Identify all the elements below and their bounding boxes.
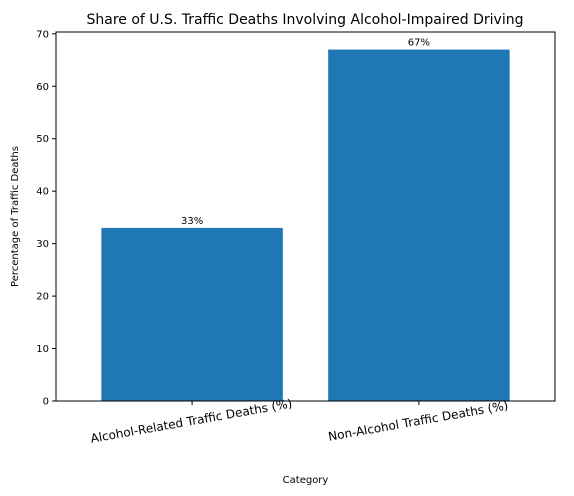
y-tick-label-2: 20 — [36, 292, 49, 303]
y-axis-ticks: 0 10 20 30 40 50 60 70 — [36, 29, 56, 408]
plot-frame — [55, 31, 556, 402]
y-tick-label-4: 40 — [36, 187, 49, 198]
x-tick-label-2: Non-Alcohol Traffic Deaths (%) — [327, 398, 509, 443]
data-label-1: 33% — [181, 216, 203, 227]
data-labels-group: 33% 67% — [181, 38, 430, 227]
bar-1 — [101, 227, 283, 401]
y-tick-label-1: 10 — [36, 344, 49, 355]
y-tick-label-5: 50 — [36, 134, 49, 145]
bar-2 — [328, 49, 510, 401]
data-label-2: 67% — [408, 38, 430, 49]
bars-group — [101, 49, 510, 401]
x-axis-ticks: Alcohol-Related Traffic Deaths (%) Non-Al… — [89, 396, 509, 445]
x-axis-label: Category — [283, 475, 329, 486]
y-axis-label: Percentage of Traffic Deaths — [10, 146, 21, 287]
chart-title: Share of U.S. Traffic Deaths Involving A… — [87, 12, 524, 28]
y-tick-label-7: 70 — [36, 29, 49, 40]
x-tick-label-1: Alcohol-Related Traffic Deaths (%) — [89, 396, 293, 445]
y-tick-label-6: 60 — [36, 82, 49, 93]
y-tick-label-0: 0 — [43, 397, 49, 408]
y-tick-label-3: 30 — [36, 239, 49, 250]
